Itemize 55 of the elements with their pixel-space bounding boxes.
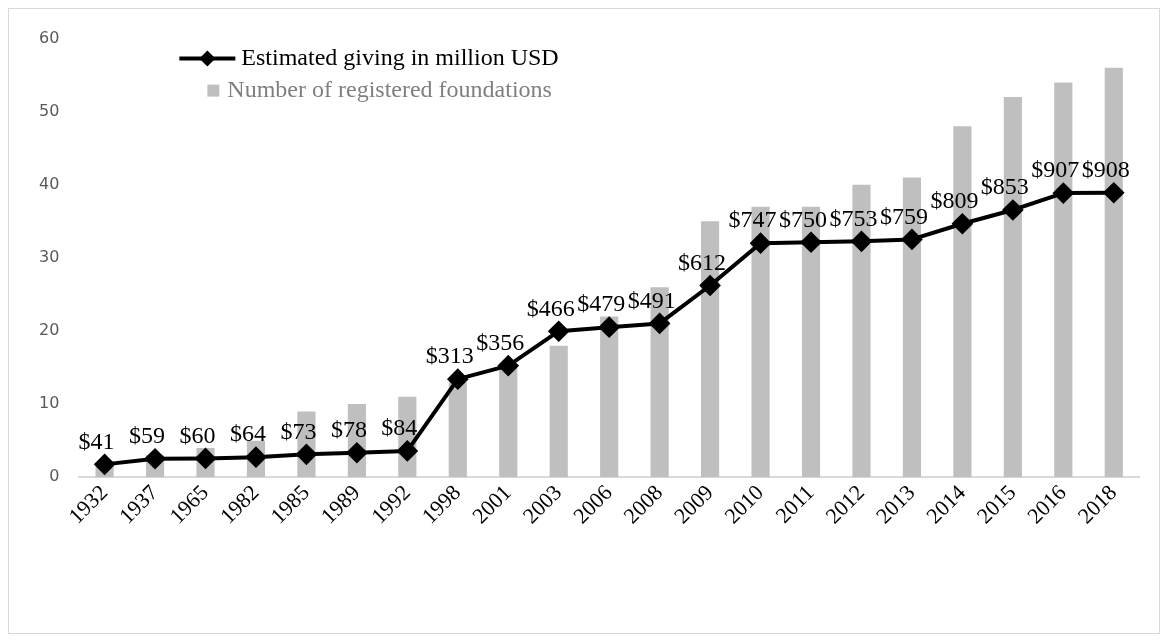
data-label: $73 — [280, 417, 317, 444]
data-label: $908 — [1081, 156, 1130, 183]
data-label: $747 — [728, 206, 777, 233]
point — [195, 448, 216, 469]
y-tick-label: 0 — [49, 466, 60, 486]
y-tick-label: 40 — [39, 173, 60, 193]
point — [801, 232, 822, 253]
y-tick-label: 20 — [39, 320, 60, 340]
point — [296, 444, 317, 465]
data-label: $479 — [577, 290, 626, 317]
point — [700, 275, 721, 296]
point — [94, 454, 115, 475]
point — [1002, 199, 1023, 220]
data-label: $64 — [229, 420, 266, 447]
data-label: $60 — [179, 421, 216, 448]
y-tick-label: 30 — [39, 247, 60, 267]
point — [145, 448, 166, 469]
point — [397, 440, 418, 461]
y-tick-label: 50 — [39, 100, 60, 120]
legend-label: Number of registered foundations — [227, 75, 552, 102]
point — [750, 233, 771, 254]
data-label: $356 — [476, 328, 525, 355]
point — [1053, 183, 1074, 204]
point — [599, 317, 620, 338]
point — [548, 321, 569, 342]
bar — [549, 345, 568, 478]
data-label: $491 — [627, 286, 676, 313]
data-label: $612 — [678, 248, 727, 275]
data-label: $313 — [425, 342, 474, 369]
data-label: $41 — [78, 427, 115, 454]
point — [851, 231, 872, 252]
bar — [499, 367, 518, 478]
data-label: $59 — [129, 422, 166, 449]
data-label: $809 — [930, 187, 979, 214]
data-label: $466 — [526, 294, 575, 321]
data-label: $753 — [829, 204, 878, 231]
bar — [448, 382, 467, 478]
point — [952, 213, 973, 234]
data-label: $750 — [779, 205, 828, 232]
y-tick-label: 10 — [39, 393, 60, 413]
point — [649, 313, 670, 334]
point — [346, 442, 367, 463]
legend-label: Estimated giving in million USD — [241, 43, 559, 70]
data-label: $78 — [330, 416, 367, 443]
point — [245, 447, 266, 468]
data-label: $853 — [980, 173, 1029, 200]
data-label: $84 — [381, 414, 418, 441]
point — [901, 229, 922, 250]
data-label: $759 — [879, 202, 928, 229]
bar — [600, 316, 619, 478]
point — [447, 369, 468, 390]
y-tick-label: 60 — [39, 27, 60, 47]
data-label: $907 — [1031, 156, 1080, 183]
point — [498, 355, 519, 376]
point — [1103, 182, 1124, 203]
